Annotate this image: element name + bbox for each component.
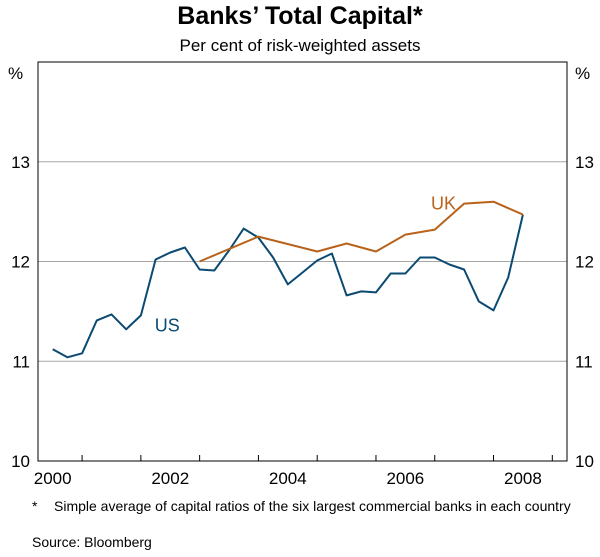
y-tick-left-13: 13 xyxy=(11,153,30,172)
x-tick-2006: 2006 xyxy=(386,469,424,488)
series-lines xyxy=(52,200,524,359)
footnote: * Simple average of capital ratios of th… xyxy=(32,498,572,514)
footnote-marker: * xyxy=(32,498,38,514)
chart-subtitle: Per cent of risk-weighted assets xyxy=(179,36,421,55)
plot-frame xyxy=(37,61,568,462)
y-tick-left-12: 12 xyxy=(11,253,30,272)
series-label-us: US xyxy=(155,315,180,335)
y-tick-left-11: 11 xyxy=(12,352,30,371)
source-note: Source: Bloomberg xyxy=(32,534,152,550)
gridlines xyxy=(38,161,567,362)
x-tick-2004: 2004 xyxy=(269,469,307,488)
series-line-us xyxy=(52,214,524,359)
y-tick-right-10: 10 xyxy=(575,452,594,471)
series-line-uk xyxy=(199,200,524,263)
y-axis-ticks: 10 10 11 11 12 12 13 13 xyxy=(11,153,594,471)
y-axis-unit-right: % xyxy=(575,64,590,83)
x-tick-2002: 2002 xyxy=(151,469,189,488)
x-axis-ticks: 2000 2002 2004 2006 2008 xyxy=(34,455,553,488)
x-tick-2008: 2008 xyxy=(504,469,542,488)
y-tick-left-10: 10 xyxy=(11,452,30,471)
chart-title: Banks’ Total Capital* xyxy=(177,2,423,30)
x-tick-2000: 2000 xyxy=(34,469,72,488)
y-tick-right-13: 13 xyxy=(575,153,594,172)
y-tick-right-11: 11 xyxy=(575,352,593,371)
y-axis-unit-left: % xyxy=(8,64,23,83)
series-label-uk: UK xyxy=(431,194,456,214)
series-labels: US UK xyxy=(155,194,456,336)
y-tick-right-12: 12 xyxy=(575,253,594,272)
footnote-text: Simple average of capital ratios of the … xyxy=(54,498,571,514)
